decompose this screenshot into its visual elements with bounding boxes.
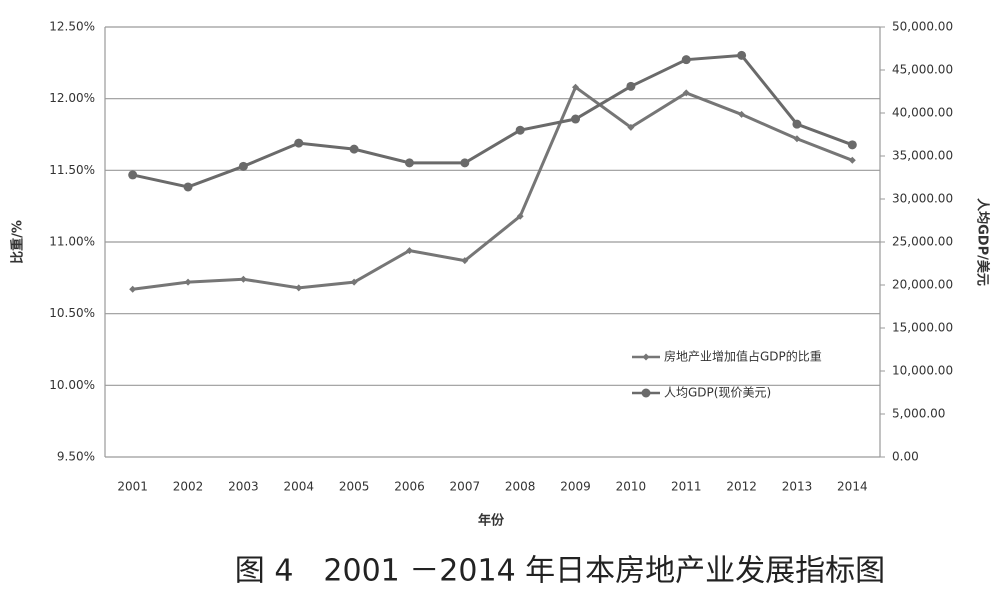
series-line <box>132 84 853 291</box>
point <box>626 81 636 91</box>
y-axis-title: 比重/% <box>10 220 26 264</box>
y2-tick-label: 30,000.00 <box>892 192 953 206</box>
point <box>460 158 470 168</box>
point <box>349 144 359 154</box>
y2-tick-label: 20,000.00 <box>892 278 953 292</box>
x-tick-label: 2011 <box>671 480 702 494</box>
point <box>129 285 137 293</box>
point <box>239 275 247 283</box>
legend-marker <box>642 353 650 361</box>
x-tick-label: 2008 <box>505 480 536 494</box>
y2-tick-label: 25,000.00 <box>892 235 953 249</box>
point <box>350 278 358 286</box>
y2-tick-label: 5,000.00 <box>892 407 945 421</box>
point <box>571 114 581 124</box>
point <box>848 156 856 164</box>
x-tick-label: 2010 <box>616 480 647 494</box>
y-tick-label: 12.50% <box>49 20 95 34</box>
y2-axis-title: 人均GDP/美元 <box>975 198 991 286</box>
x-tick-label: 2004 <box>283 480 314 494</box>
x-tick-label: 2001 <box>117 480 148 494</box>
y2-tick-label: 50,000.00 <box>892 20 953 34</box>
x-tick-label: 2014 <box>837 480 868 494</box>
x-tick-label: 2012 <box>726 480 757 494</box>
x-axis-title: 年份 <box>478 513 505 529</box>
y2-tick-label: 35,000.00 <box>892 149 953 163</box>
x-tick-label: 2005 <box>339 480 370 494</box>
point <box>792 119 802 129</box>
point <box>737 50 747 60</box>
y-tick-label: 9.50% <box>57 450 95 464</box>
point <box>404 158 414 168</box>
y-tick-label: 10.00% <box>49 378 95 392</box>
x-tick-label: 2013 <box>782 480 813 494</box>
point <box>461 257 469 265</box>
point <box>184 278 192 286</box>
legend-label: 人均GDP(现价美元) <box>664 386 771 400</box>
point <box>681 55 691 65</box>
y2-tick-label: 0.00 <box>892 450 919 464</box>
y2-tick-label: 15,000.00 <box>892 321 953 335</box>
x-tick-label: 2003 <box>228 480 259 494</box>
legend-label: 房地产业增加值占GDP的比重 <box>664 349 822 364</box>
y2-tick-label: 45,000.00 <box>892 63 953 77</box>
point <box>295 284 303 292</box>
series-line <box>132 53 853 189</box>
point <box>515 125 525 135</box>
y-tick-label: 11.00% <box>49 235 95 249</box>
x-tick-label: 2007 <box>450 480 481 494</box>
point <box>572 83 580 91</box>
point <box>682 89 690 97</box>
point <box>183 182 193 192</box>
point <box>405 247 413 255</box>
y-tick-label: 11.50% <box>49 163 95 177</box>
point <box>847 140 857 150</box>
x-tick-label: 2002 <box>173 480 204 494</box>
y2-tick-label: 40,000.00 <box>892 106 953 120</box>
x-tick-label: 2006 <box>394 480 425 494</box>
y-tick-label: 12.00% <box>49 91 95 105</box>
point <box>738 110 746 118</box>
y2-tick-label: 10,000.00 <box>892 364 953 378</box>
point <box>238 161 248 171</box>
point <box>128 170 138 180</box>
point <box>793 135 801 143</box>
legend-marker <box>641 388 651 398</box>
y-tick-label: 10.50% <box>49 306 95 320</box>
caption: 图 4 2001 －2014 年日本房地产业发展指标图 <box>235 554 885 589</box>
x-tick-label: 2009 <box>560 480 591 494</box>
point <box>294 138 304 148</box>
point <box>516 212 524 220</box>
point <box>627 123 635 131</box>
